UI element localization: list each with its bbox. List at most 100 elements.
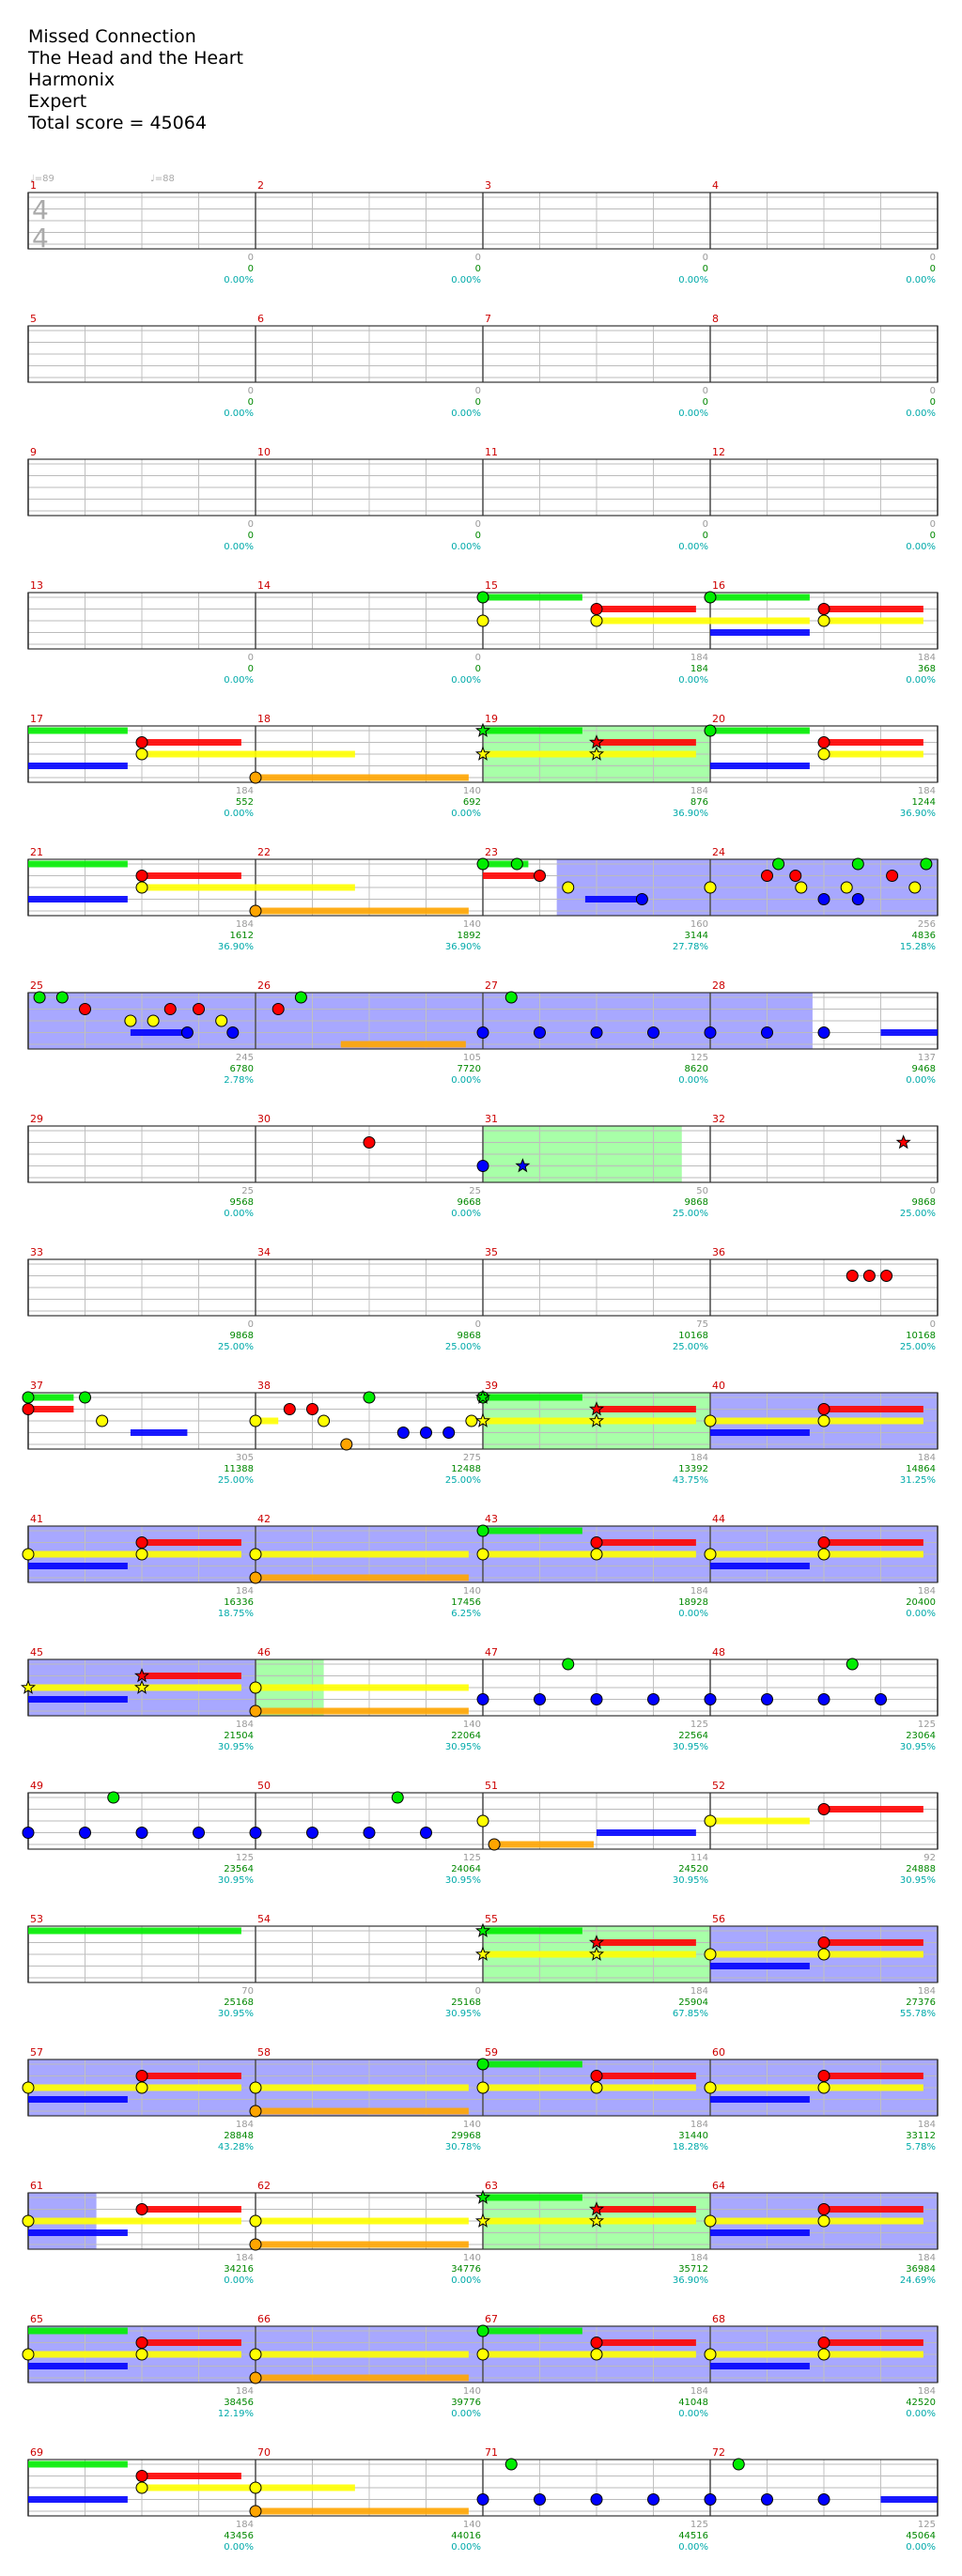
sustain-bar — [597, 2339, 696, 2346]
sustain-bar — [142, 872, 241, 879]
note-gem — [476, 1160, 489, 1172]
measure-base-score: 184 — [690, 2120, 708, 2130]
note-gem — [249, 2238, 262, 2251]
running-score: 7720 — [458, 1064, 481, 1074]
note-gem — [795, 881, 808, 894]
measure-base-score: 50 — [696, 1186, 708, 1196]
running-score: 9668 — [458, 1197, 481, 1208]
measure-number: 42 — [257, 1513, 271, 1525]
sustain-bar — [256, 2241, 469, 2248]
sustain-bar — [256, 1684, 469, 1691]
sustain-bar — [483, 1550, 696, 1558]
sustain-bar — [710, 2096, 810, 2103]
note-gem — [875, 1693, 887, 1705]
measure-base-score: 0 — [248, 253, 254, 263]
sustain-bar — [824, 1939, 923, 1946]
measure-base-score: 184 — [918, 2253, 936, 2263]
measure-number: 68 — [712, 2313, 725, 2325]
sustain-bar — [710, 2229, 810, 2236]
measure-number: 51 — [485, 1780, 498, 1792]
measure-number: 6 — [257, 313, 264, 325]
sustain-bar — [710, 1951, 923, 1958]
star-power-percent: 0.00% — [224, 1209, 254, 1219]
note-gem — [862, 1270, 876, 1282]
measure-base-score: 0 — [248, 653, 254, 663]
star-power-percent: 0.00% — [678, 275, 708, 285]
star-power-percent: 30.95% — [218, 1875, 254, 1886]
running-score: 0 — [703, 397, 708, 408]
note-gem — [79, 1391, 91, 1404]
measure-base-score: 184 — [236, 2520, 254, 2530]
measure-number: 65 — [30, 2313, 43, 2325]
star-power-percent: 0.00% — [451, 2542, 481, 2553]
running-score: 22564 — [678, 1731, 708, 1741]
note-gem — [193, 1827, 205, 1839]
note-gem — [22, 2348, 35, 2361]
note-gem — [704, 2493, 717, 2506]
sustain-bar — [597, 1829, 696, 1836]
note-gem — [647, 1693, 659, 1705]
running-score: 3144 — [685, 931, 708, 941]
artist-name: The Head and the Heart — [28, 48, 243, 69]
sustain-bar — [483, 727, 582, 734]
note-gem — [249, 904, 262, 918]
sustain-bar — [824, 2206, 923, 2213]
song-header: Missed Connection The Head and the Heart… — [28, 26, 498, 134]
measure-base-score: 125 — [690, 2520, 708, 2530]
measure-base-score: 92 — [923, 1853, 936, 1863]
star-power-percent: 25.00% — [445, 1475, 481, 1486]
note-gem — [147, 1014, 160, 1027]
note-gem — [704, 2081, 717, 2094]
staff-row — [27, 992, 939, 1050]
sustain-bar — [597, 1406, 696, 1412]
star-power-percent: 30.95% — [218, 2009, 254, 2019]
staff-row — [27, 858, 939, 917]
note-gem — [590, 2337, 603, 2349]
star-note — [588, 1935, 605, 1950]
star-power-percent: 31.25% — [900, 1475, 936, 1486]
staff-row — [27, 325, 939, 383]
staff-row — [27, 192, 939, 250]
staff-border — [27, 992, 939, 1050]
running-score: 42520 — [906, 2398, 936, 2408]
running-score: 14864 — [906, 1464, 936, 1474]
note-gem — [193, 1003, 205, 1015]
note-gem — [249, 1704, 262, 1718]
note-gem — [135, 881, 148, 894]
running-score: 0 — [248, 664, 254, 674]
note-gem — [135, 2070, 148, 2082]
note-gem — [340, 1438, 353, 1451]
note-gem — [817, 2203, 830, 2215]
sustain-bar — [597, 739, 696, 746]
running-score: 184 — [690, 664, 708, 674]
measure-base-score: 0 — [930, 1319, 936, 1330]
running-score: 25904 — [678, 1998, 708, 2008]
measure-base-score: 184 — [918, 2120, 936, 2130]
note-gem — [363, 1136, 376, 1149]
measure-number: 72 — [712, 2446, 725, 2459]
sustain-bar — [824, 2339, 923, 2346]
measure-base-score: 184 — [690, 2386, 708, 2397]
measure-number: 21 — [30, 846, 43, 858]
note-gem — [79, 1827, 91, 1839]
note-gem — [476, 1026, 489, 1039]
sustain-bar — [597, 617, 810, 625]
star-power-percent: 0.00% — [906, 1609, 936, 1619]
note-gem — [476, 2081, 489, 2094]
sustain-bar — [256, 907, 469, 915]
sustain-bar — [710, 2351, 923, 2358]
note-gem — [817, 1693, 830, 1705]
sustain-bar — [28, 727, 128, 734]
note-gem — [318, 1414, 331, 1427]
measure-number: 44 — [712, 1513, 725, 1525]
tempo-marker: ♩=89 — [30, 174, 54, 184]
star-power-percent: 0.00% — [678, 2409, 708, 2419]
note-gem — [590, 1693, 603, 1705]
note-gem — [704, 1693, 717, 1705]
note-gem — [846, 1658, 859, 1671]
measure-number: 1 — [30, 179, 37, 192]
note-gem — [761, 1026, 773, 1039]
note-gem — [420, 1427, 432, 1439]
running-score: 0 — [930, 264, 936, 274]
measure-number: 61 — [30, 2180, 43, 2192]
